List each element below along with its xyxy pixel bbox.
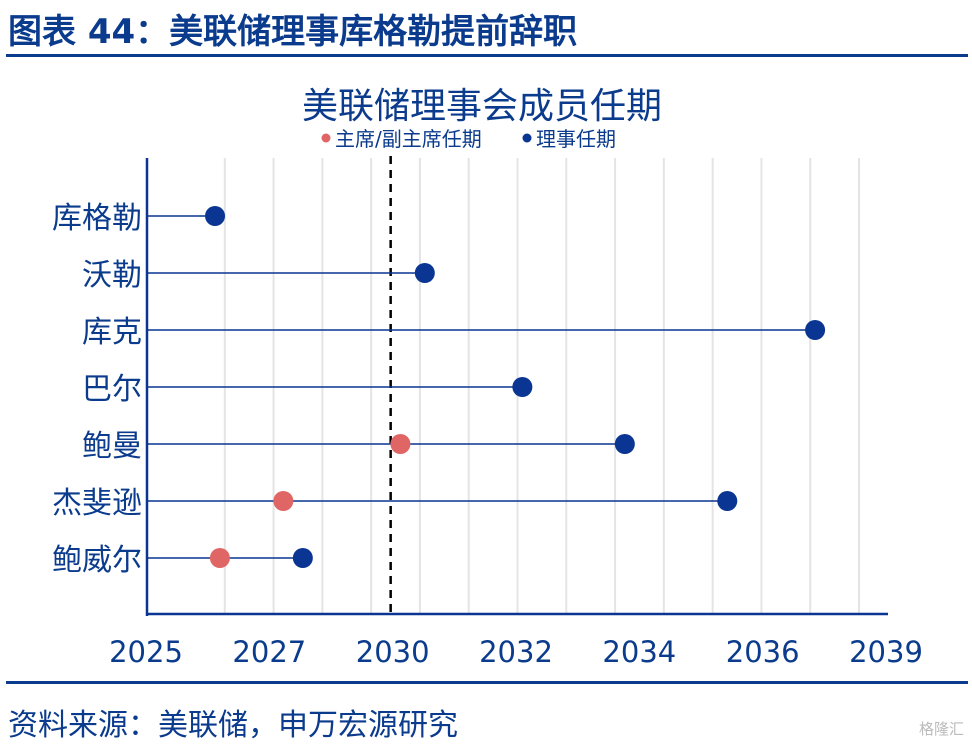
governor-term-marker bbox=[292, 548, 313, 568]
x-tick-label: 2027 bbox=[232, 635, 306, 669]
x-tick-labels: 2025 2027 2030 2032 2034 2036 2039 bbox=[109, 635, 923, 669]
governor-term-marker bbox=[512, 377, 533, 397]
member-label: 库格勒 bbox=[52, 201, 142, 236]
source-note: 资料来源：美联储，申万宏源研究 bbox=[8, 708, 458, 743]
x-tick-label: 2025 bbox=[109, 635, 183, 669]
chair-term-marker bbox=[390, 434, 411, 454]
x-tick-label: 2032 bbox=[479, 635, 553, 669]
legend-governor-label: 理事任期 bbox=[536, 127, 616, 151]
figure-title: 图表 44：美联储理事库格勒提前辞职 bbox=[8, 12, 578, 52]
x-tick-label: 2030 bbox=[356, 635, 430, 669]
top-rule bbox=[6, 54, 968, 57]
member-label: 鲍曼 bbox=[82, 429, 142, 464]
member-label: 巴尔 bbox=[82, 372, 142, 407]
legend-chair-label: 主席/副主席任期 bbox=[335, 127, 482, 151]
legend: 主席/副主席任期 理事任期 bbox=[321, 127, 616, 151]
chart-title: 美联储理事会成员任期 bbox=[302, 86, 662, 127]
watermark: 格隆汇 bbox=[918, 720, 964, 738]
chair-term-marker bbox=[209, 548, 230, 568]
x-tick-label: 2034 bbox=[602, 635, 676, 669]
legend-governor-marker bbox=[522, 133, 532, 143]
grid-lines bbox=[223, 158, 860, 613]
chair-term-marker bbox=[273, 491, 294, 511]
legend-chair-marker bbox=[321, 133, 331, 143]
term-chart: 美联储理事会成员任期 主席/副主席任期 理事任期 库格勒沃勒库克巴尔鲍曼杰斐逊鲍… bbox=[52, 86, 923, 669]
governor-term-marker bbox=[614, 434, 635, 454]
member-label: 鲍威尔 bbox=[52, 543, 142, 578]
governor-term-marker bbox=[717, 491, 738, 511]
x-tick-label: 2039 bbox=[849, 635, 923, 669]
bottom-rule bbox=[6, 681, 968, 684]
x-tick-label: 2036 bbox=[726, 635, 800, 669]
member-label: 沃勒 bbox=[82, 258, 142, 293]
governor-term-marker bbox=[805, 320, 826, 340]
member-label: 杰斐逊 bbox=[52, 486, 142, 521]
governor-term-marker bbox=[205, 206, 226, 226]
governor-term-marker bbox=[414, 263, 435, 283]
member-label: 库克 bbox=[82, 315, 142, 350]
